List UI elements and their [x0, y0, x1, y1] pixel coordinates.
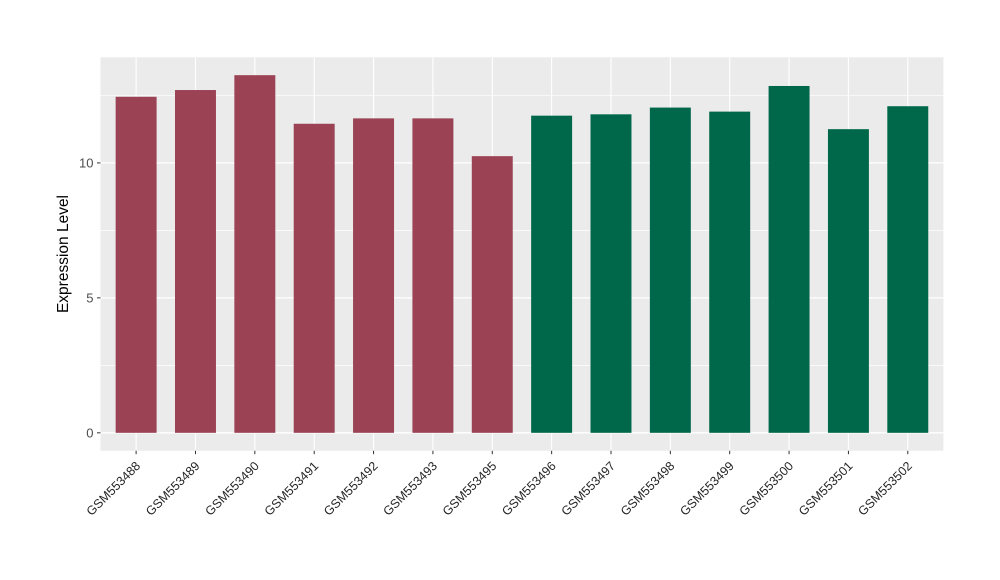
y-tick-label: 0	[86, 425, 93, 440]
bar-GSM553493	[412, 118, 454, 433]
x-tick-label-GSM553495: GSM553495	[440, 459, 500, 519]
axis-ticks	[97, 162, 909, 455]
bar-GSM553500	[768, 85, 810, 433]
bar-GSM553490	[234, 75, 276, 433]
bar-GSM553498	[649, 107, 691, 433]
x-tick-label-GSM553502: GSM553502	[855, 459, 915, 519]
x-tick-label-GSM553500: GSM553500	[737, 459, 797, 519]
bar-GSM553501	[827, 129, 869, 433]
plot-panel	[100, 57, 944, 451]
y-axis-title: Expression Level	[55, 195, 72, 313]
y-tick-label: 10	[79, 155, 93, 170]
y-tick-label: 5	[86, 290, 93, 305]
x-tick-label-GSM553491: GSM553491	[262, 459, 322, 519]
x-tick-label-GSM553497: GSM553497	[559, 459, 619, 519]
bar-GSM553495	[471, 156, 513, 433]
bar-series	[115, 75, 929, 433]
x-tick-label-GSM553498: GSM553498	[618, 459, 678, 519]
x-tick-label-GSM553493: GSM553493	[381, 459, 441, 519]
bar-GSM553502	[887, 106, 929, 433]
bar-GSM553496	[531, 115, 573, 433]
x-tick-label-GSM553501: GSM553501	[796, 459, 856, 519]
x-tick-label-GSM553490: GSM553490	[202, 459, 262, 519]
bar-GSM553499	[709, 111, 751, 433]
bar-GSM553489	[174, 90, 216, 433]
x-tick-label-GSM553488: GSM553488	[84, 459, 144, 519]
bar-GSM553492	[353, 118, 395, 433]
x-tick-label-GSM553496: GSM553496	[499, 459, 559, 519]
bar-GSM553497	[590, 114, 632, 433]
bar-GSM553488	[115, 96, 157, 433]
x-tick-label-GSM553492: GSM553492	[321, 459, 381, 519]
bar-GSM553491	[293, 123, 335, 433]
y-axis-tick-labels: 0 5 10	[79, 155, 93, 440]
x-axis-tick-labels: GSM553488 GSM553489 GSM553490 GSM553491 GSM5…	[84, 459, 915, 519]
x-tick-label-GSM553499: GSM553499	[677, 459, 737, 519]
x-tick-label-GSM553489: GSM553489	[143, 459, 203, 519]
